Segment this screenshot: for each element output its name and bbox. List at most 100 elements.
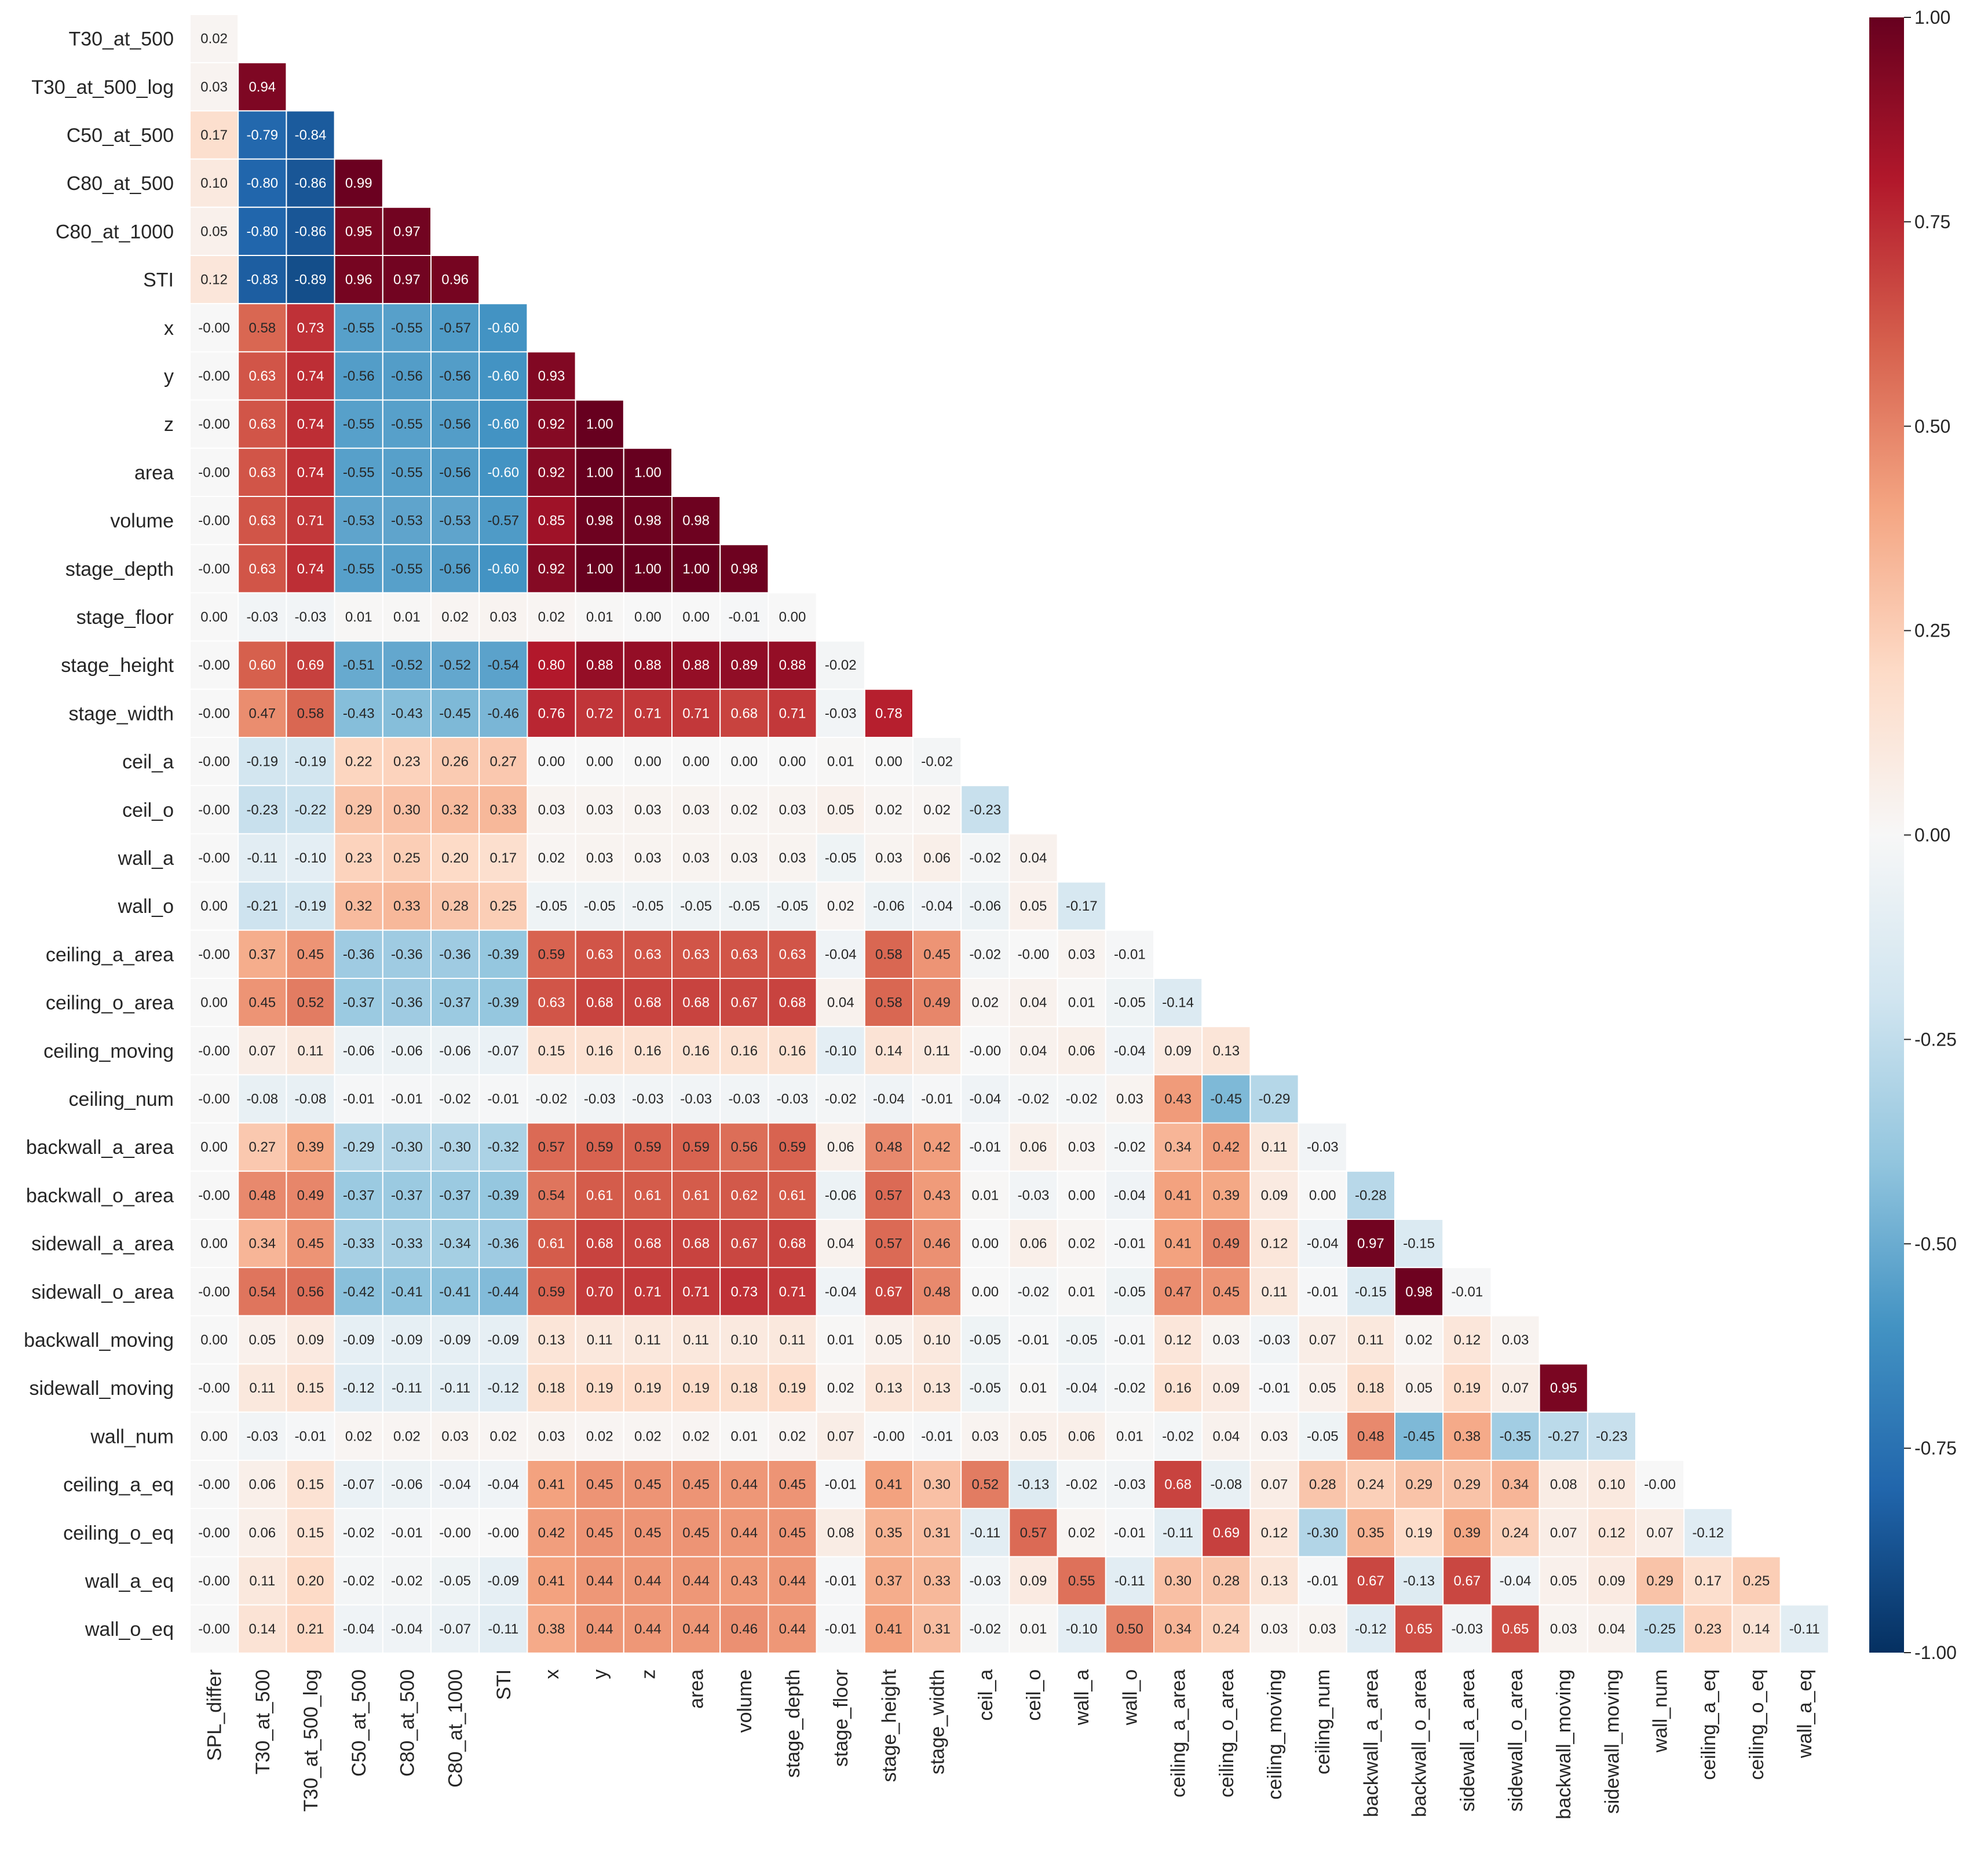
heatmap-cell: -0.01 xyxy=(912,1074,962,1124)
heatmap-cell-value: 0.96 xyxy=(441,272,469,288)
heatmap-cell-rect xyxy=(1538,1508,1588,1558)
heatmap-cell-rect xyxy=(768,1411,817,1461)
heatmap-cell: 0.34 xyxy=(237,1219,287,1269)
heatmap-cell: 0.11 xyxy=(1346,1315,1396,1365)
heatmap-cell-rect xyxy=(1346,1556,1396,1606)
heatmap-cell-value: 0.46 xyxy=(923,1236,951,1252)
heatmap-cell-rect xyxy=(286,592,335,642)
heatmap-cell-value: 0.03 xyxy=(1068,947,1095,962)
heatmap-cell: -0.55 xyxy=(382,399,432,449)
heatmap-cell-value: -0.09 xyxy=(391,1332,423,1348)
heatmap-cell-value: 0.49 xyxy=(923,995,951,1011)
heatmap-cell-value: -0.53 xyxy=(391,513,423,529)
heatmap-cell-value: 0.45 xyxy=(248,995,276,1011)
row-label: C80_at_1000 xyxy=(56,221,174,243)
heatmap-cell: 0.68 xyxy=(768,1219,817,1269)
heatmap-cell: -0.60 xyxy=(478,351,528,401)
heatmap-cell-rect xyxy=(575,592,624,642)
heatmap-cell: -0.56 xyxy=(430,447,480,497)
heatmap-cell-value: 0.67 xyxy=(730,995,758,1011)
row-label: y xyxy=(164,366,174,388)
heatmap-cell-value: -0.11 xyxy=(440,1380,470,1396)
heatmap-cell-rect xyxy=(623,1219,673,1269)
heatmap-cell: 0.74 xyxy=(286,399,335,449)
row-label: stage_width xyxy=(69,703,174,725)
heatmap-cell-rect xyxy=(623,1170,673,1221)
heatmap-cell-rect xyxy=(382,255,432,305)
heatmap-cell-rect xyxy=(1683,1556,1733,1606)
heatmap-cell-value: -0.13 xyxy=(1018,1477,1050,1493)
heatmap-cell-value: 0.44 xyxy=(730,1477,758,1493)
heatmap-cell-value: 0.00 xyxy=(779,754,806,770)
heatmap-cell-value: 0.57 xyxy=(875,1187,902,1203)
heatmap-cell-rect xyxy=(1298,1556,1347,1606)
heatmap-cell-rect xyxy=(189,592,239,642)
heatmap-cell-value: 0.42 xyxy=(1212,1139,1240,1155)
heatmap-cell: -0.02 xyxy=(960,833,1010,883)
heatmap-cell: -0.00 xyxy=(189,1604,239,1654)
heatmap-cell: -0.56 xyxy=(382,351,432,401)
heatmap-cell: 0.45 xyxy=(237,978,287,1028)
heatmap-cell: 0.01 xyxy=(816,1315,865,1365)
heatmap-cell-value: -0.39 xyxy=(487,1187,519,1203)
heatmap-cell: 0.35 xyxy=(1346,1508,1396,1558)
heatmap-cell: -0.03 xyxy=(575,1074,624,1124)
heatmap-cell-value: 0.14 xyxy=(1743,1621,1770,1637)
heatmap-cell-value: 0.74 xyxy=(297,465,324,480)
heatmap-cell-value: 0.00 xyxy=(634,754,662,770)
heatmap-cell: 1.00 xyxy=(671,544,721,594)
heatmap-cell: 0.19 xyxy=(768,1363,817,1413)
heatmap-cell: 0.02 xyxy=(623,1411,673,1461)
heatmap-cell-rect xyxy=(912,978,962,1028)
heatmap-cell: -0.30 xyxy=(430,1122,480,1172)
heatmap-cell-rect xyxy=(382,1219,432,1269)
heatmap-cell: 0.08 xyxy=(1538,1460,1588,1510)
heatmap-cell-value: 0.63 xyxy=(248,416,276,432)
heatmap-cell-value: 0.07 xyxy=(1502,1380,1529,1396)
heatmap-cell-rect xyxy=(719,1604,769,1654)
heatmap-cell-rect xyxy=(719,1267,769,1317)
heatmap-cell-value: -0.00 xyxy=(198,1477,230,1493)
heatmap-cell: 0.30 xyxy=(1153,1556,1203,1606)
heatmap-cell-value: -0.04 xyxy=(343,1621,375,1637)
heatmap-cell: -0.56 xyxy=(334,351,383,401)
heatmap-cell: -0.11 xyxy=(478,1604,528,1654)
row-label: ceil_o xyxy=(122,799,174,821)
heatmap-cell-value: -0.04 xyxy=(391,1621,423,1637)
heatmap-cell: 0.00 xyxy=(189,592,239,642)
row-label: x xyxy=(164,317,174,339)
column-label: ceil_o xyxy=(1023,1669,1045,1721)
heatmap-cell: 0.50 xyxy=(1105,1604,1155,1654)
heatmap-cell-rect xyxy=(334,447,383,497)
heatmap-cell: 0.73 xyxy=(719,1267,769,1317)
heatmap-cell: -0.10 xyxy=(286,833,335,883)
heatmap-cell-value: -0.36 xyxy=(391,947,423,962)
heatmap-cell-rect xyxy=(719,1170,769,1221)
heatmap-cell: -0.32 xyxy=(478,1122,528,1172)
heatmap-cell-value: -0.01 xyxy=(921,1428,953,1444)
heatmap-cell-rect xyxy=(286,1267,335,1317)
heatmap-cell-value: 0.71 xyxy=(634,1284,662,1300)
heatmap-cell-value: -0.01 xyxy=(1451,1284,1483,1300)
heatmap-cell-rect xyxy=(864,785,914,835)
heatmap-cell-value: 0.24 xyxy=(1212,1621,1240,1637)
heatmap-cell-rect xyxy=(719,1074,769,1124)
heatmap-cell-value: 0.07 xyxy=(1646,1525,1673,1541)
heatmap-cell: 0.41 xyxy=(527,1460,576,1510)
heatmap-cell-rect xyxy=(671,544,721,594)
heatmap-cell: 0.88 xyxy=(671,640,721,690)
heatmap-cell-value: -0.04 xyxy=(1114,1187,1146,1203)
heatmap-cell-rect xyxy=(382,1267,432,1317)
heatmap-cell-rect xyxy=(960,1315,1010,1365)
heatmap-cell: -0.00 xyxy=(189,544,239,594)
heatmap-cell: 0.11 xyxy=(912,1026,962,1076)
heatmap-cell: 0.45 xyxy=(768,1460,817,1510)
heatmap-cell: -0.45 xyxy=(1394,1411,1444,1461)
heatmap-cell-value: -0.86 xyxy=(295,176,327,191)
heatmap-cell-rect xyxy=(1249,1508,1299,1558)
heatmap-cell: -0.07 xyxy=(334,1460,383,1510)
heatmap-cell-value: -0.03 xyxy=(969,1573,1001,1589)
heatmap-cell-value: -0.06 xyxy=(439,1043,471,1059)
heatmap-cell-value: 0.45 xyxy=(682,1525,710,1541)
heatmap-cell-rect xyxy=(816,1460,865,1510)
